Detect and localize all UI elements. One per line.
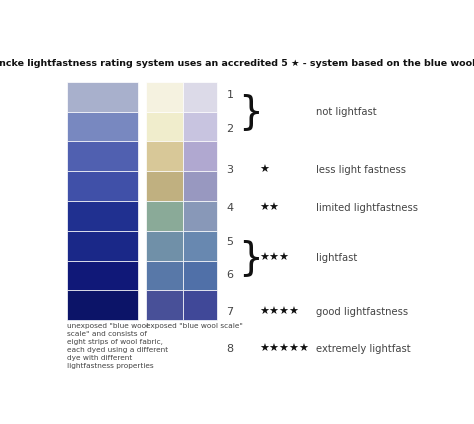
Text: 4: 4	[227, 203, 234, 212]
Text: ★★★: ★★★	[259, 253, 290, 263]
Text: 3: 3	[227, 165, 234, 175]
Bar	[183, 112, 217, 142]
Bar	[66, 290, 138, 320]
Bar	[66, 171, 138, 201]
Text: ★★★★: ★★★★	[259, 307, 300, 317]
Bar	[146, 112, 183, 142]
Text: 8: 8	[227, 343, 234, 354]
Text: less light fastness: less light fastness	[316, 165, 406, 175]
Bar	[183, 261, 217, 290]
Text: 6: 6	[227, 270, 234, 279]
Text: 2: 2	[227, 124, 234, 134]
Text: The Schmincke lightfastness rating system uses an accredited 5 ★ - system based : The Schmincke lightfastness rating syste…	[0, 59, 474, 68]
Bar	[183, 142, 217, 171]
Text: ★★★★★: ★★★★★	[259, 343, 310, 354]
Text: unexposed "blue wool
scale" and consists of
eight strips of wool fabric,
each dy: unexposed "blue wool scale" and consists…	[66, 324, 168, 369]
Text: ★★: ★★	[259, 203, 280, 212]
Text: ★: ★	[259, 165, 269, 175]
Bar	[183, 231, 217, 261]
Bar	[146, 171, 183, 201]
Bar	[66, 112, 138, 142]
Bar	[183, 290, 217, 320]
Bar	[66, 261, 138, 290]
Text: }: }	[238, 93, 263, 131]
Bar	[66, 231, 138, 261]
Bar	[146, 290, 183, 320]
Text: lightfast: lightfast	[316, 253, 358, 263]
Text: exposed "blue wool scale": exposed "blue wool scale"	[146, 324, 243, 329]
Bar	[66, 201, 138, 231]
Bar	[183, 171, 217, 201]
Text: 7: 7	[227, 307, 234, 317]
Text: good lightfastness: good lightfastness	[316, 307, 409, 317]
Bar	[66, 82, 138, 112]
Bar	[183, 201, 217, 231]
Bar	[183, 82, 217, 112]
Bar	[146, 261, 183, 290]
Bar	[146, 82, 183, 112]
Bar	[146, 142, 183, 171]
Text: limited lightfastness: limited lightfastness	[316, 203, 419, 212]
Text: extremely lightfast: extremely lightfast	[316, 343, 411, 354]
Text: not lightfast: not lightfast	[316, 107, 377, 117]
Bar	[146, 201, 183, 231]
Text: 1: 1	[227, 90, 234, 100]
Text: 5: 5	[227, 237, 234, 247]
Bar	[66, 142, 138, 171]
Bar	[146, 231, 183, 261]
Text: }: }	[238, 239, 263, 277]
